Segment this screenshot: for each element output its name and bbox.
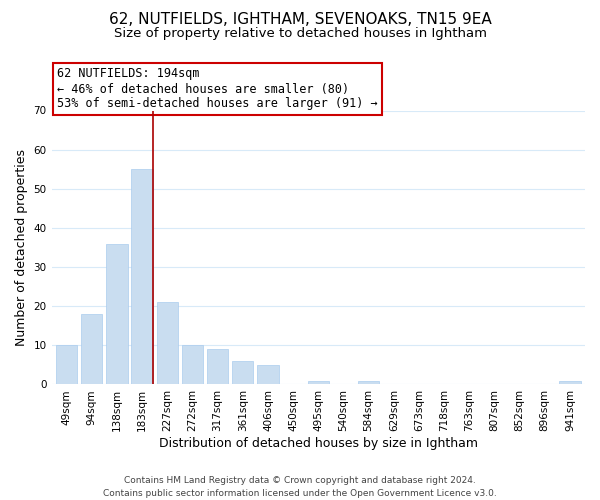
Bar: [358, 380, 379, 384]
Bar: [559, 380, 581, 384]
Bar: [106, 244, 128, 384]
X-axis label: Distribution of detached houses by size in Ightham: Distribution of detached houses by size …: [159, 437, 478, 450]
Text: 62 NUTFIELDS: 194sqm
← 46% of detached houses are smaller (80)
53% of semi-detac: 62 NUTFIELDS: 194sqm ← 46% of detached h…: [57, 68, 377, 110]
Bar: [56, 346, 77, 385]
Bar: [232, 361, 253, 384]
Bar: [131, 169, 153, 384]
Bar: [308, 380, 329, 384]
Bar: [182, 346, 203, 385]
Bar: [157, 302, 178, 384]
Y-axis label: Number of detached properties: Number of detached properties: [15, 149, 28, 346]
Bar: [207, 349, 229, 384]
Bar: [81, 314, 103, 384]
Text: Contains HM Land Registry data © Crown copyright and database right 2024.
Contai: Contains HM Land Registry data © Crown c…: [103, 476, 497, 498]
Text: 62, NUTFIELDS, IGHTHAM, SEVENOAKS, TN15 9EA: 62, NUTFIELDS, IGHTHAM, SEVENOAKS, TN15 …: [109, 12, 491, 28]
Text: Size of property relative to detached houses in Ightham: Size of property relative to detached ho…: [113, 28, 487, 40]
Bar: [257, 365, 278, 384]
